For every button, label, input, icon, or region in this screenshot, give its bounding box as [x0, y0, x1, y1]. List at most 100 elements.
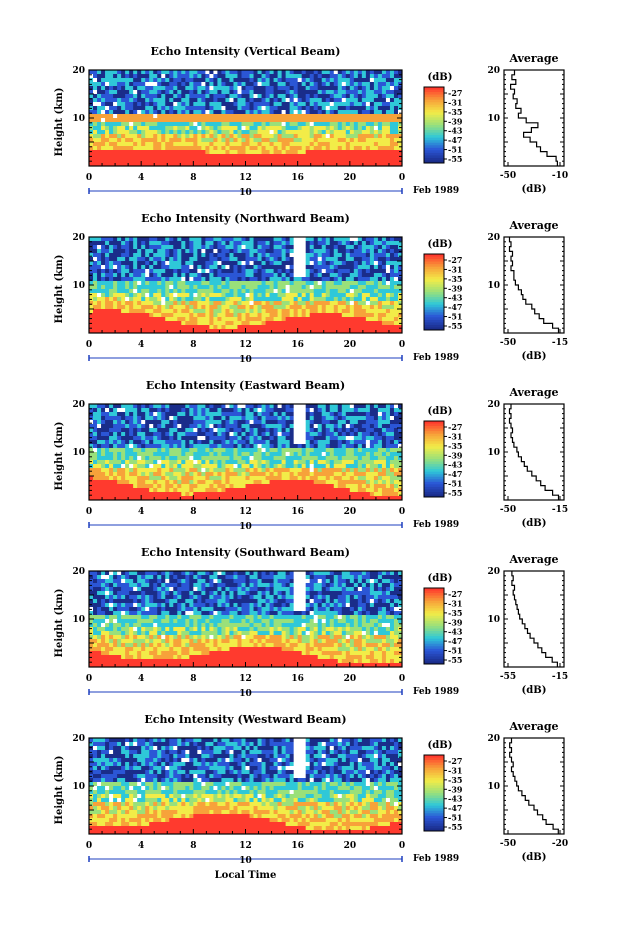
heatmap-cell	[229, 70, 234, 75]
heatmap-cell	[173, 106, 178, 111]
heatmap-cell	[365, 86, 371, 91]
heatmap-cell	[121, 436, 126, 441]
heatmap-cell	[97, 301, 102, 306]
heatmap-cell	[377, 408, 383, 413]
heatmap-cell	[257, 273, 262, 278]
heatmap-cell	[333, 130, 339, 135]
heatmap-cell	[165, 146, 170, 151]
heatmap-cell	[369, 130, 375, 135]
heatmap-cell	[133, 448, 138, 453]
heatmap-cell	[177, 321, 182, 326]
heatmap-cell	[113, 138, 118, 143]
heatmap-cell	[221, 249, 226, 254]
heatmap-cell	[381, 82, 387, 87]
heatmap-cell	[237, 313, 242, 318]
heatmap-cell	[189, 305, 194, 310]
heatmap-cell	[125, 404, 130, 409]
colorbar-segment	[424, 107, 444, 111]
heatmap-cell	[225, 420, 230, 425]
heatmap-cell	[397, 78, 403, 83]
heatmap-cell	[297, 70, 303, 75]
heatmap-cell	[297, 269, 303, 274]
heatmap-cell	[137, 329, 142, 334]
heatmap-cell	[285, 134, 291, 139]
heatmap-cell	[141, 321, 146, 326]
heatmap-cell	[125, 424, 130, 429]
heatmap-cell	[253, 102, 258, 107]
heatmap-cell	[345, 261, 351, 266]
heatmap-cell	[153, 317, 158, 322]
heatmap-cell	[141, 285, 146, 290]
heatmap-cell	[233, 241, 238, 246]
heatmap-cell	[141, 309, 146, 314]
heatmap-cell	[213, 245, 218, 250]
heatmap-cell	[217, 420, 222, 425]
heatmap-cell	[225, 404, 230, 409]
heatmap-cell	[297, 408, 303, 413]
heatmap-cell	[121, 317, 126, 322]
heatmap-cell	[109, 150, 114, 155]
heatmap-cell	[189, 98, 194, 103]
heatmap-cell	[197, 436, 202, 441]
heatmap-cell	[325, 297, 331, 302]
heatmap-cell	[245, 301, 250, 306]
heatmap-cell	[101, 297, 106, 302]
heatmap-cell	[141, 432, 146, 437]
heatmap-cell	[165, 82, 170, 87]
heatmap-cell	[245, 408, 250, 413]
heatmap-cell	[153, 261, 158, 266]
heatmap-cell	[365, 245, 371, 250]
heatmap-cell	[121, 281, 126, 286]
heatmap-cell	[157, 130, 162, 135]
heatmap-cell	[297, 325, 303, 330]
heatmap-cell	[173, 78, 178, 83]
heatmap-cell	[177, 261, 182, 266]
heatmap-cell	[117, 94, 122, 99]
heatmap-cell	[349, 309, 355, 314]
heatmap-cell	[209, 317, 214, 322]
heatmap-cell	[305, 277, 311, 282]
heatmap-cell	[389, 94, 395, 99]
heatmap-cell	[105, 146, 110, 151]
heatmap-cell	[301, 110, 307, 115]
heatmap-cell	[125, 102, 130, 107]
heatmap-cell	[109, 313, 114, 318]
heatmap-cell	[377, 261, 383, 266]
heatmap-cell	[321, 285, 327, 290]
heatmap-cell	[325, 269, 331, 274]
heatmap-cell	[253, 82, 258, 87]
heatmap-cell	[313, 98, 319, 103]
heatmap-cell	[305, 440, 311, 445]
heatmap-cell	[377, 122, 383, 127]
heatmap-cell	[365, 432, 371, 437]
heatmap-cell	[189, 158, 194, 163]
heatmap-cell	[197, 142, 202, 147]
heatmap-cell	[221, 78, 226, 83]
heatmap-cell	[113, 158, 118, 163]
heatmap-cell	[153, 444, 158, 449]
heatmap-cell	[317, 118, 323, 123]
heatmap-cell	[341, 237, 347, 242]
heatmap-cell	[237, 158, 242, 163]
heatmap-cell	[381, 110, 387, 115]
heatmap-cell	[325, 82, 331, 87]
heatmap-cell	[257, 281, 262, 286]
heatmap-cell	[121, 289, 126, 294]
heatmap-cell	[329, 114, 335, 119]
heatmap-cell	[101, 285, 106, 290]
heatmap-cell	[269, 325, 274, 330]
heatmap-cell	[317, 249, 323, 254]
heatmap-cell	[181, 325, 186, 330]
heatmap-cell	[157, 293, 162, 298]
heatmap-cell	[105, 249, 110, 254]
heatmap-cell	[333, 78, 339, 83]
heatmap-cell	[365, 293, 371, 298]
heatmap-cell	[185, 106, 190, 111]
heatmap-cell	[197, 432, 202, 437]
heatmap-cell	[165, 432, 170, 437]
heatmap-cell	[273, 162, 278, 167]
heatmap-cell	[237, 110, 242, 115]
heatmap-cell	[281, 404, 287, 409]
heatmap-cell	[217, 114, 222, 119]
heatmap-cell	[109, 317, 114, 322]
